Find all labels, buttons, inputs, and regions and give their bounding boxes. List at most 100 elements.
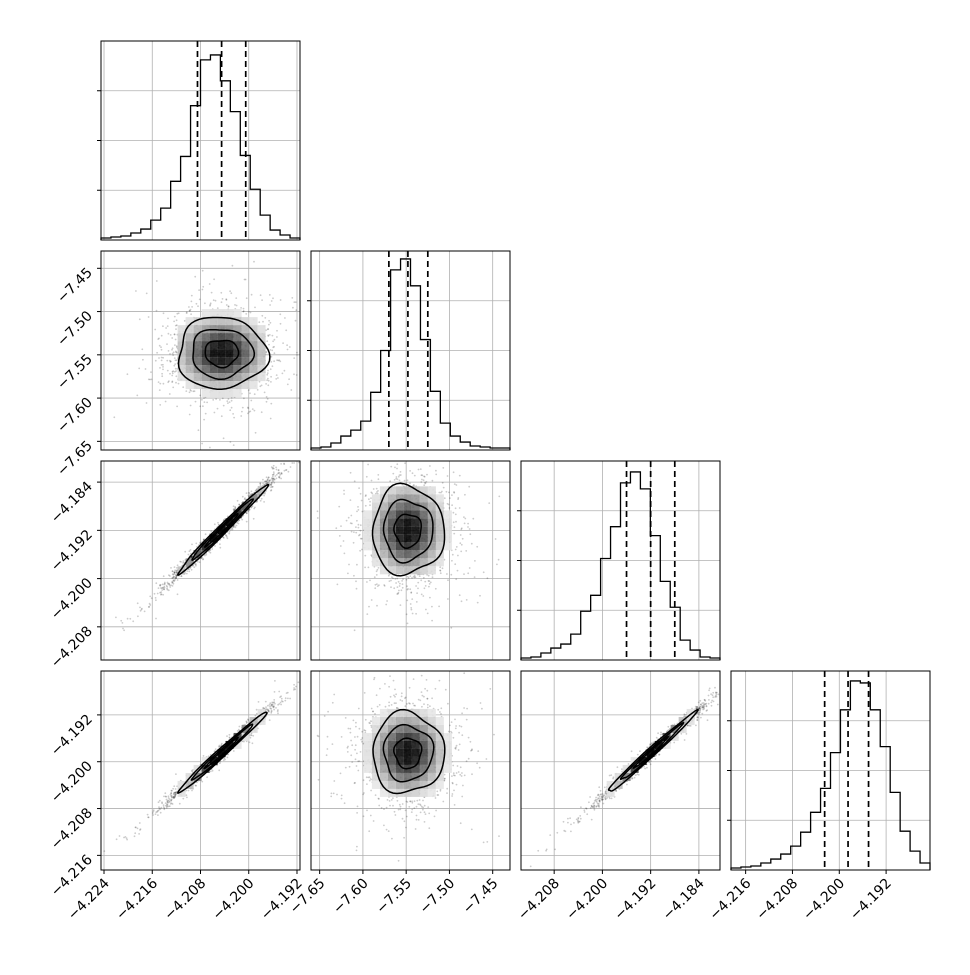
- sample-point: [155, 599, 157, 601]
- sample-point: [212, 399, 214, 401]
- sample-point: [228, 533, 230, 535]
- density-cell: [218, 357, 226, 365]
- sample-point: [428, 575, 430, 577]
- sample-point: [265, 383, 267, 385]
- sample-point: [449, 507, 451, 509]
- sample-point: [240, 415, 242, 417]
- sample-point: [254, 393, 256, 395]
- sample-point: [355, 580, 357, 582]
- sample-point: [270, 349, 272, 351]
- sample-point: [271, 300, 273, 302]
- sample-point: [134, 832, 136, 834]
- sample-point: [461, 544, 463, 546]
- sample-point: [415, 613, 417, 615]
- sample-point: [366, 613, 368, 615]
- sample-point: [272, 365, 274, 367]
- sample-point: [163, 312, 165, 314]
- sample-point: [158, 587, 160, 589]
- sample-point: [171, 581, 173, 583]
- sample-point: [353, 531, 355, 533]
- sample-point: [353, 542, 355, 544]
- density-cell: [420, 534, 428, 542]
- density-cell: [420, 510, 428, 518]
- sample-point: [406, 600, 408, 602]
- density-cell: [444, 518, 452, 526]
- sample-point: [425, 585, 427, 587]
- sample-point: [410, 603, 412, 605]
- sample-point: [209, 305, 211, 307]
- sample-point: [190, 405, 192, 407]
- density-cell: [234, 357, 242, 365]
- sample-point: [401, 589, 403, 591]
- sample-point: [233, 509, 235, 511]
- sample-point: [159, 800, 161, 802]
- sample-point: [267, 384, 269, 386]
- sample-point: [201, 781, 203, 783]
- sample-point: [456, 484, 458, 486]
- sample-point: [190, 313, 192, 315]
- sample-point: [246, 521, 248, 523]
- density-cell: [194, 341, 202, 349]
- sample-point: [122, 622, 124, 624]
- sample-point: [359, 550, 361, 552]
- sample-point: [350, 472, 352, 474]
- panel-1-0-density: [178, 309, 266, 397]
- sample-point: [148, 316, 150, 318]
- sample-point: [167, 325, 169, 327]
- sample-point: [165, 327, 167, 329]
- sample-point: [375, 493, 377, 495]
- sample-point: [217, 307, 219, 309]
- sample-point: [452, 554, 454, 556]
- sample-point: [284, 317, 286, 319]
- density-cell: [218, 341, 226, 349]
- sample-point: [276, 336, 278, 338]
- sample-point: [127, 373, 129, 375]
- sample-point: [155, 582, 157, 584]
- sample-point: [273, 705, 275, 707]
- sample-point: [166, 588, 168, 590]
- density-cell: [372, 494, 380, 502]
- sample-point: [142, 359, 144, 361]
- sample-point: [167, 370, 169, 372]
- sample-point: [141, 348, 143, 350]
- sample-point: [136, 395, 138, 397]
- sample-point: [267, 370, 269, 372]
- sample-point: [453, 512, 455, 514]
- sample-point: [457, 570, 459, 572]
- sample-point: [188, 571, 190, 573]
- sample-point: [160, 807, 162, 809]
- sample-point: [219, 399, 221, 401]
- sample-point: [227, 537, 229, 539]
- density-cell: [218, 325, 226, 333]
- sample-point: [162, 357, 164, 359]
- sample-point: [171, 381, 173, 383]
- sample-point: [400, 471, 402, 473]
- sample-point: [184, 551, 186, 553]
- sample-point: [148, 379, 150, 381]
- sample-point: [176, 319, 178, 321]
- sample-point: [174, 357, 176, 359]
- sample-point: [273, 482, 275, 484]
- sample-point: [155, 360, 157, 362]
- sample-point: [396, 578, 398, 580]
- sample-point: [425, 609, 427, 611]
- sample-point: [267, 328, 269, 330]
- sample-point: [204, 302, 206, 304]
- sample-point: [268, 476, 270, 478]
- sample-point: [161, 357, 163, 359]
- sample-point: [154, 329, 156, 331]
- sample-point: [377, 490, 379, 492]
- sample-point: [409, 470, 411, 472]
- sample-point: [254, 507, 256, 509]
- sample-point: [174, 333, 176, 335]
- sample-point: [371, 480, 373, 482]
- sample-point: [211, 548, 213, 550]
- sample-point: [199, 395, 201, 397]
- sample-point: [275, 378, 277, 380]
- sample-point: [173, 365, 175, 367]
- sample-point: [113, 416, 115, 418]
- sample-point: [262, 321, 264, 323]
- sample-point: [243, 398, 245, 400]
- sample-point: [158, 357, 160, 359]
- sample-point: [272, 476, 274, 478]
